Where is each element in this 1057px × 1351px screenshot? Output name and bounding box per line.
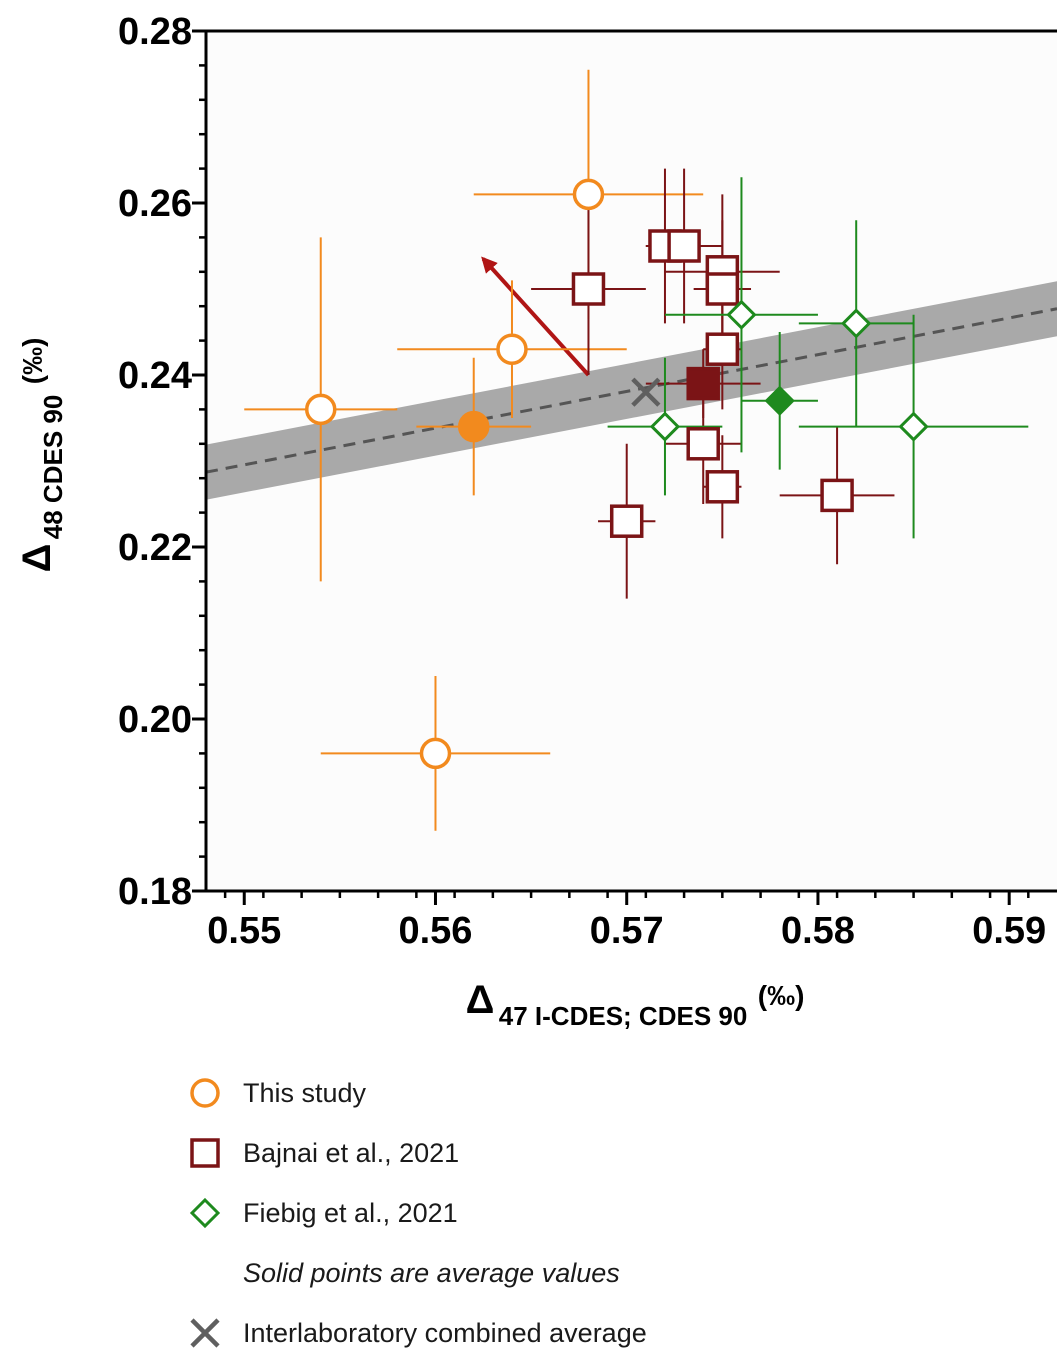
square-data-point (571, 272, 606, 306)
legend-item: Fiebig et al., 2021 (189, 1197, 458, 1229)
y-axis-subscript: 48 CDES 90 (38, 395, 68, 540)
regression-confidence-band (206, 281, 1057, 500)
square-data-point (705, 332, 740, 366)
square-data-point (609, 504, 644, 538)
y-axis-symbol: Δ (15, 544, 59, 573)
legend-diamond-icon (189, 1197, 221, 1229)
x-axis-subscript: 47 I-CDES; CDES 90 (499, 1001, 748, 1031)
y-tick-label: 0.26 (118, 183, 192, 225)
y-tick-label: 0.24 (118, 355, 192, 397)
y-axis-unit: (‰) (17, 338, 48, 385)
trend-arrow (481, 256, 590, 377)
square-data-point (820, 478, 854, 513)
circle-data-point (419, 737, 452, 770)
regression-line (206, 307, 1057, 474)
legend-label: Bajnai et al., 2021 (243, 1138, 459, 1168)
marker-layer (304, 178, 929, 770)
arrow-layer (481, 256, 590, 377)
legend-label: Interlaboratory combined average (243, 1318, 647, 1348)
x-tick-label: 0.55 (207, 910, 281, 952)
y-tick-label: 0.22 (118, 527, 192, 569)
square-data-point (705, 272, 740, 306)
combined-average-point (631, 377, 661, 407)
x-tick-label: 0.57 (590, 910, 664, 952)
diamond-average-point (764, 385, 795, 416)
x-axis-title: Δ 47 I-CDES; CDES 90 (‰) (466, 978, 805, 1031)
x-tick-label: 0.59 (972, 910, 1046, 952)
x-tick-label: 0.56 (398, 910, 472, 952)
legend-circle-icon (190, 1078, 220, 1108)
circle-data-point (496, 333, 528, 365)
legend-label: Fiebig et al., 2021 (243, 1198, 458, 1228)
y-tick-label: 0.28 (118, 11, 192, 53)
legend-item: Bajnai et al., 2021 (190, 1138, 459, 1168)
y-tick-label: 0.18 (118, 871, 192, 913)
x-axis-symbol: Δ (466, 978, 495, 1022)
y-tick-label: 0.20 (118, 699, 192, 741)
legend-cross-icon (190, 1318, 220, 1348)
square-data-point (705, 470, 740, 504)
diamond-data-point (726, 299, 757, 330)
legend: This study Bajnai et al., 2021 Fiebig et a… (189, 1078, 647, 1348)
y-axis-title: Δ 48 CDES 90 (‰) (15, 338, 68, 573)
diamond-data-point (841, 308, 872, 339)
diamond-data-point (898, 411, 929, 442)
square-data-point (667, 229, 701, 263)
regression-band-layer (206, 281, 1057, 500)
diamond-data-point (649, 411, 681, 442)
square-data-point (686, 427, 720, 461)
circle-data-point (572, 178, 605, 211)
x-axis-unit: (‰) (758, 980, 805, 1011)
legend-square-icon (190, 1138, 220, 1168)
legend-label: Solid points are average values (243, 1258, 620, 1288)
legend-label: This study (243, 1078, 367, 1108)
circle-data-point (304, 393, 337, 426)
axis-layer: 0.18 0.20 0.22 0.24 0.26 0.28 0.55 0.56 0.57 0.58… (118, 11, 1057, 952)
legend-item: Solid points are average values (243, 1258, 620, 1288)
circle-average-point (457, 410, 490, 443)
square-average-point (686, 366, 720, 401)
x-tick-label: 0.58 (781, 910, 855, 952)
legend-item: Interlaboratory combined average (190, 1318, 647, 1348)
legend-item: This study (190, 1078, 367, 1108)
